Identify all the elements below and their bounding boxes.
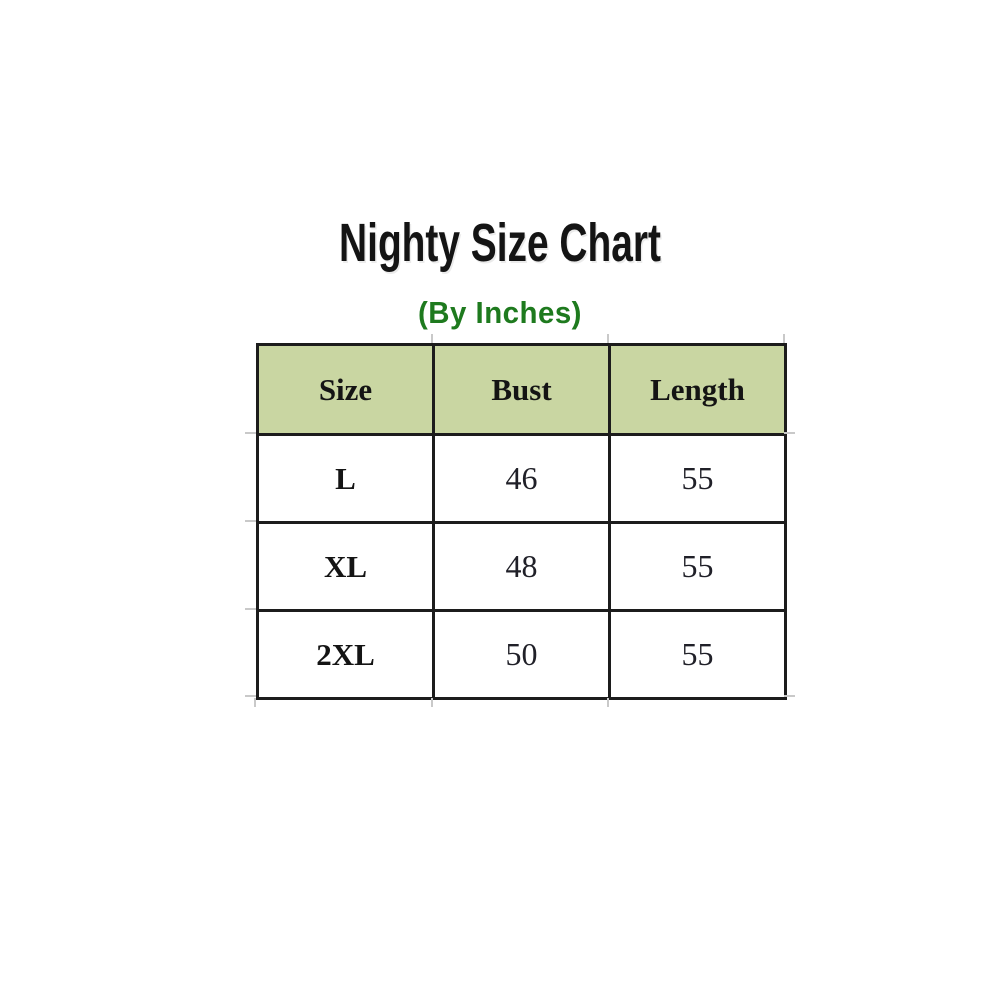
cell-size-2xl: 2XL (256, 609, 435, 700)
size-table-wrapper: Size Bust Length L 46 55 XL 48 55 2XL (245, 334, 795, 707)
gridline-tick (245, 608, 256, 610)
gridline-tick (431, 334, 433, 343)
page-title: Nighty Size Chart (339, 213, 661, 273)
gridline-tick (607, 698, 609, 707)
column-header-bust: Bust (432, 343, 611, 436)
cell-length-xl: 55 (608, 521, 787, 612)
cell-size-xl: XL (256, 521, 435, 612)
gridline-tick (431, 698, 433, 707)
table-row: 2XL 50 55 (256, 609, 787, 700)
column-header-size: Size (256, 343, 435, 436)
table-row: L 46 55 (256, 433, 787, 524)
table-row: XL 48 55 (256, 521, 787, 612)
cell-size-l: L (256, 433, 435, 524)
cell-bust-2xl: 50 (432, 609, 611, 700)
gridline-tick (245, 520, 256, 522)
cell-length-l: 55 (608, 433, 787, 524)
gridline-tick (245, 695, 256, 697)
gridline-tick (607, 334, 609, 343)
cell-bust-l: 46 (432, 433, 611, 524)
gridline-tick (783, 334, 785, 343)
column-header-length: Length (608, 343, 787, 436)
gridline-tick (254, 698, 256, 707)
cell-bust-xl: 48 (432, 521, 611, 612)
size-table: Size Bust Length L 46 55 XL 48 55 2XL (256, 343, 787, 700)
gridline-tick (784, 432, 795, 434)
page-subtitle: (By Inches) (418, 295, 582, 330)
gridline-tick (245, 432, 256, 434)
gridline-tick (784, 695, 795, 697)
table-header-row: Size Bust Length (256, 343, 787, 436)
cell-length-2xl: 55 (608, 609, 787, 700)
